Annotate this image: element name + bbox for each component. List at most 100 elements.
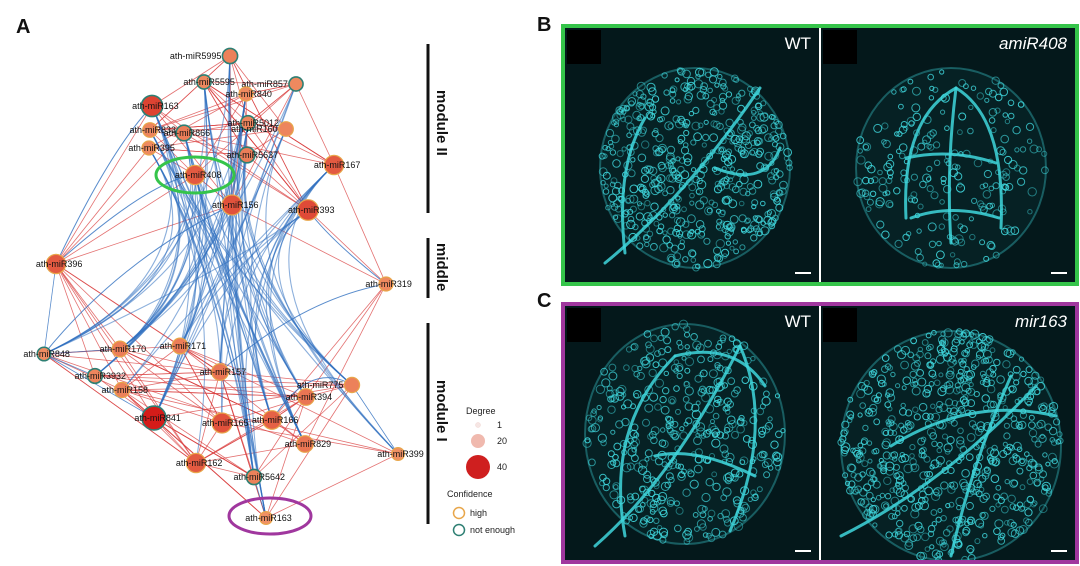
node-label: ath-miR170 <box>100 344 147 354</box>
node-mir396[interactable]: ath-miR396 <box>36 253 83 275</box>
leaf-cell <box>966 378 973 384</box>
black-corner-box <box>567 308 601 342</box>
leaf-cell <box>955 164 961 170</box>
node-mir840[interactable]: ath-miR840 <box>225 86 272 102</box>
node-mir5595[interactable]: ath-miR5595 <box>183 74 235 90</box>
leaf-cell <box>607 450 615 458</box>
node-mir866[interactable]: ath-miR866 <box>164 124 211 142</box>
leaf-cell <box>917 437 926 446</box>
node-mir165[interactable]: ath-miR165 <box>202 412 249 434</box>
leaf-cell <box>957 223 964 230</box>
node-mir5995[interactable]: ath-miR5995 <box>170 47 239 65</box>
scale-bar <box>795 550 811 552</box>
leaf-cell <box>749 121 756 129</box>
node-mir841[interactable]: ath-miR841 <box>134 405 181 431</box>
node-mir162[interactable]: ath-miR162 <box>176 452 223 474</box>
leaf-cell <box>740 507 747 514</box>
leaf-cell <box>701 492 711 503</box>
leaf-cell <box>1019 146 1027 153</box>
leaf-cell <box>1038 476 1045 482</box>
node-mir158[interactable]: ath-miR158 <box>102 381 149 399</box>
node-mir163b[interactable]: ath-miR163 <box>245 511 292 526</box>
node-mir167[interactable]: ath-miR167 <box>314 154 361 176</box>
leaf-cell <box>912 406 919 413</box>
leaf-cell <box>733 248 740 255</box>
node-mir160[interactable]: ath-miR160 <box>231 121 294 137</box>
module-brackets: module II middle module I <box>426 44 450 524</box>
leaf-cell <box>707 87 713 94</box>
legend-not-enough-circle <box>452 523 466 537</box>
node-mir848[interactable]: ath-miR848 <box>23 346 70 362</box>
leaf-cell <box>707 356 714 363</box>
leaf-cell <box>694 374 703 383</box>
leaf-cell <box>952 359 958 365</box>
leaf-cell <box>857 381 866 391</box>
leaf-cell <box>986 240 995 250</box>
leaf-cell <box>1012 454 1021 463</box>
leaf-cell <box>884 401 892 408</box>
leaf-cell <box>749 416 758 425</box>
node-mir166[interactable]: ath-miR166 <box>252 410 299 430</box>
node-mir775[interactable]: ath-miR775 <box>297 376 361 394</box>
leaf-cell <box>954 172 963 181</box>
leaf-cell <box>1028 421 1036 429</box>
leaf-cell <box>725 118 734 128</box>
leaf-cell <box>647 516 654 524</box>
node-mir157[interactable]: ath-miR157 <box>200 363 247 381</box>
leaf-vein <box>904 86 958 220</box>
leaf-cell <box>700 82 709 90</box>
node-mir399[interactable]: ath-miR399 <box>377 447 424 462</box>
leaf-cell <box>643 474 652 484</box>
node-circle <box>278 121 294 137</box>
node-mir857[interactable]: ath-miR857 <box>241 76 304 92</box>
leaf-cell <box>862 424 869 432</box>
leaf-cell <box>710 419 715 424</box>
leaf-cell <box>650 242 658 251</box>
leaf-cell <box>1030 501 1037 508</box>
node-mir394[interactable]: ath-miR394 <box>286 388 333 406</box>
leaf-cell <box>733 386 741 394</box>
node-mir156[interactable]: ath-miR156 <box>212 194 259 216</box>
leaf-cell <box>682 142 689 148</box>
leaf-cell <box>873 447 880 455</box>
leaf-cell <box>783 148 793 157</box>
leaf-vein <box>954 86 1003 230</box>
leaf-cell <box>683 538 691 545</box>
network-edge <box>333 164 387 285</box>
leaf-cell <box>925 332 932 339</box>
node-mir395[interactable]: ath-miR395 <box>128 140 175 156</box>
leaf-cell <box>643 234 650 241</box>
node-mir833[interactable]: ath-miR833 <box>129 122 176 138</box>
node-mir393[interactable]: ath-miR393 <box>288 199 335 221</box>
leaf-cell <box>951 400 959 407</box>
node-mir408[interactable]: ath-miR408 <box>175 164 222 186</box>
node-mir170[interactable]: ath-miR170 <box>100 340 147 358</box>
node-mir163[interactable]: ath-miR163 <box>132 94 179 118</box>
node-mir5012[interactable]: ath-miR5012 <box>227 114 279 132</box>
leaf-cell <box>768 465 774 471</box>
leaf-cell <box>721 248 730 257</box>
leaf-cell <box>718 101 728 110</box>
node-label: ath-miR5637 <box>227 150 279 160</box>
leaf-cell <box>862 176 870 185</box>
leaf-cell <box>935 406 943 414</box>
node-mir5637[interactable]: ath-miR5637 <box>227 146 279 164</box>
leaf-cell <box>699 369 708 378</box>
leaf-cell <box>640 174 650 183</box>
network-edges <box>43 55 399 519</box>
leaf-cell <box>981 394 990 403</box>
node-mir319[interactable]: ath-miR319 <box>365 276 412 292</box>
leaf-cell <box>1023 517 1030 524</box>
leaf-cell <box>737 118 744 126</box>
node-mir3932[interactable]: ath-miR3932 <box>74 367 126 385</box>
leaf-cell <box>612 159 621 168</box>
leaf-cell <box>773 168 780 174</box>
node-mir5642[interactable]: ath-miR5642 <box>234 468 286 486</box>
network-edge <box>121 389 255 478</box>
leaf-cell <box>613 442 622 451</box>
leaf-cell <box>895 505 901 512</box>
node-mir171[interactable]: ath-miR171 <box>160 337 207 355</box>
leaf-micrograph <box>853 67 1049 269</box>
node-mir829[interactable]: ath-miR829 <box>285 435 332 453</box>
leaf-cell <box>607 139 614 146</box>
